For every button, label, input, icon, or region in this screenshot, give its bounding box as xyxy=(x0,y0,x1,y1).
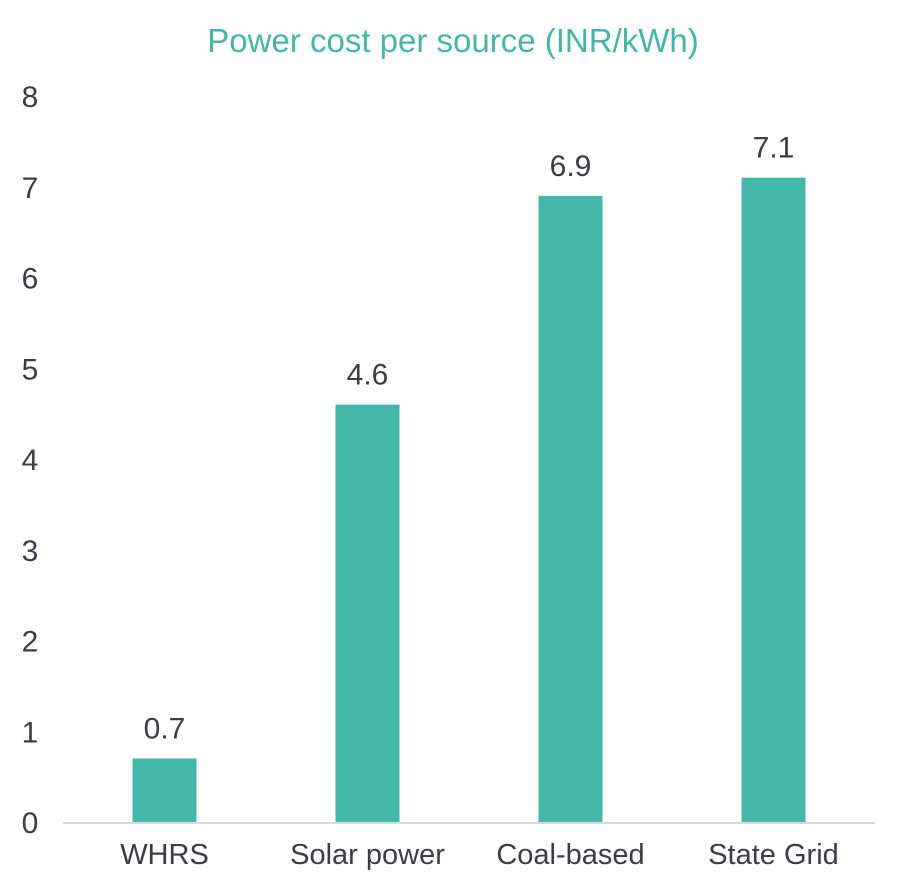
y-tick-label: 7 xyxy=(22,172,39,205)
x-tick-label: WHRS xyxy=(120,839,209,871)
data-label: 4.6 xyxy=(347,359,389,392)
bar xyxy=(335,404,400,822)
bar xyxy=(538,195,603,822)
bar xyxy=(132,758,197,822)
y-tick-label: 3 xyxy=(22,535,39,568)
y-tick-label: 8 xyxy=(22,81,39,114)
y-tick-label: 0 xyxy=(22,807,39,840)
x-axis: WHRS Solar power Coal-based State Grid xyxy=(120,839,839,871)
y-tick-label: 1 xyxy=(22,716,39,749)
x-tick-label: Coal-based xyxy=(496,839,644,871)
chart-title: Power cost per source (INR/kWh) xyxy=(207,22,698,59)
y-tick-label: 2 xyxy=(22,626,39,659)
data-label: 6.9 xyxy=(550,150,592,183)
x-tick-label: Solar power xyxy=(290,839,445,871)
y-tick-label: 4 xyxy=(22,444,39,477)
y-tick-label: 5 xyxy=(22,353,39,386)
data-label: 0.7 xyxy=(144,712,186,745)
data-label: 7.1 xyxy=(753,132,795,165)
x-tick-label: State Grid xyxy=(708,839,839,871)
data-labels: 0.7 4.6 6.9 7.1 xyxy=(144,132,795,746)
y-axis: 0 1 2 3 4 5 6 7 8 xyxy=(22,81,39,840)
y-tick-label: 6 xyxy=(22,263,39,296)
bars xyxy=(132,177,806,823)
bar xyxy=(741,177,806,823)
